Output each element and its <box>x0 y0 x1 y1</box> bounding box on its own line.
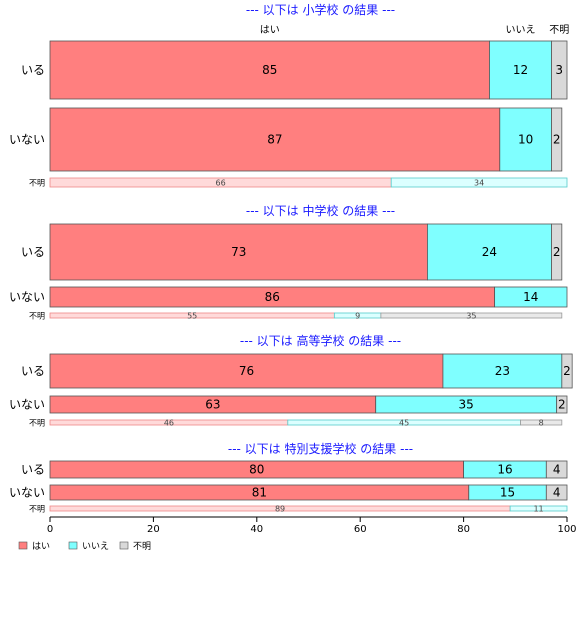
data-label: 4 <box>553 486 561 500</box>
category-label: 不明 <box>29 505 45 514</box>
x-tick-label: 40 <box>250 524 263 535</box>
bar-segment <box>489 40 552 100</box>
category-label: いない <box>9 290 45 304</box>
data-label: 12 <box>513 63 528 77</box>
legend-label: はい <box>32 541 50 552</box>
data-label: 34 <box>474 179 484 188</box>
category-label: 不明 <box>29 312 45 321</box>
category-label: いない <box>9 398 45 412</box>
data-label: 10 <box>518 133 533 147</box>
bar-segment <box>49 40 490 100</box>
data-label: 2 <box>553 133 561 147</box>
category-label: いる <box>21 463 45 477</box>
data-label: 86 <box>265 290 280 304</box>
data-label: 76 <box>239 364 254 378</box>
category-label: いる <box>21 63 45 77</box>
x-tick-label: 80 <box>457 524 470 535</box>
data-label: 24 <box>482 245 497 259</box>
category-label: いない <box>9 486 45 500</box>
column-header-1: いいえ <box>505 24 535 36</box>
bar-segment <box>390 177 568 188</box>
data-label: 73 <box>231 245 246 259</box>
data-label: 14 <box>523 290 538 304</box>
data-label: 85 <box>262 63 277 77</box>
legend-label: いいえ <box>82 541 109 552</box>
data-label: 87 <box>267 133 282 147</box>
bar-segment <box>545 484 568 501</box>
data-label: 63 <box>205 398 220 412</box>
data-label: 80 <box>249 463 264 477</box>
data-label: 2 <box>553 245 561 259</box>
data-label: 66 <box>216 179 226 188</box>
data-label: 3 <box>555 63 563 77</box>
data-label: 4 <box>553 463 561 477</box>
bar-segment <box>561 353 573 389</box>
x-tick-label: 20 <box>147 524 160 535</box>
category-label: 不明 <box>29 419 45 428</box>
data-label: 2 <box>558 398 566 412</box>
bar-segment <box>49 353 444 389</box>
column-header-0: はい <box>260 24 280 36</box>
section-title: --- 以下は 高等学校 の結果 --- <box>240 333 401 348</box>
category-label: いない <box>9 133 45 147</box>
bar-segment <box>49 107 501 172</box>
category-label: いる <box>21 245 45 259</box>
bar-segment <box>556 395 568 414</box>
x-tick-label: 0 <box>47 524 53 535</box>
legend-swatch <box>119 541 129 550</box>
data-label: 11 <box>533 505 543 514</box>
bar-segment <box>509 505 568 512</box>
category-label: 不明 <box>29 179 45 188</box>
bar-segment <box>520 419 563 426</box>
data-label: 23 <box>495 364 510 378</box>
data-label: 8 <box>539 419 544 428</box>
data-label: 16 <box>497 463 512 477</box>
legend-swatch <box>18 541 28 550</box>
bar-segment <box>551 223 563 281</box>
bar-segment <box>551 107 563 172</box>
data-label: 15 <box>500 486 515 500</box>
column-header-2: 不明 <box>549 24 569 36</box>
x-tick-label: 100 <box>557 524 576 535</box>
bar-segment <box>551 40 568 100</box>
data-label: 35 <box>459 398 474 412</box>
data-label: 45 <box>399 419 409 428</box>
bar-segment <box>442 353 563 389</box>
data-label: 46 <box>164 419 174 428</box>
data-label: 81 <box>252 486 267 500</box>
data-label: 35 <box>466 312 476 321</box>
data-label: 2 <box>563 364 571 378</box>
legend-label: 不明 <box>133 541 151 552</box>
data-label: 89 <box>275 505 285 514</box>
section-title: --- 以下は 小学校 の結果 --- <box>246 2 395 17</box>
section-title: --- 以下は 中学校 の結果 --- <box>246 203 395 218</box>
bar-segment <box>499 107 552 172</box>
section-title: --- 以下は 特別支援学校 の結果 --- <box>228 441 413 456</box>
bar-segment <box>494 286 568 308</box>
data-label: 9 <box>355 312 360 321</box>
bar-segment <box>545 460 568 479</box>
bar-segment <box>427 223 552 281</box>
x-tick-label: 60 <box>354 524 367 535</box>
legend-swatch <box>68 541 78 550</box>
data-label: 55 <box>187 312 197 321</box>
bar-segment <box>380 312 563 319</box>
category-label: いる <box>21 364 45 378</box>
